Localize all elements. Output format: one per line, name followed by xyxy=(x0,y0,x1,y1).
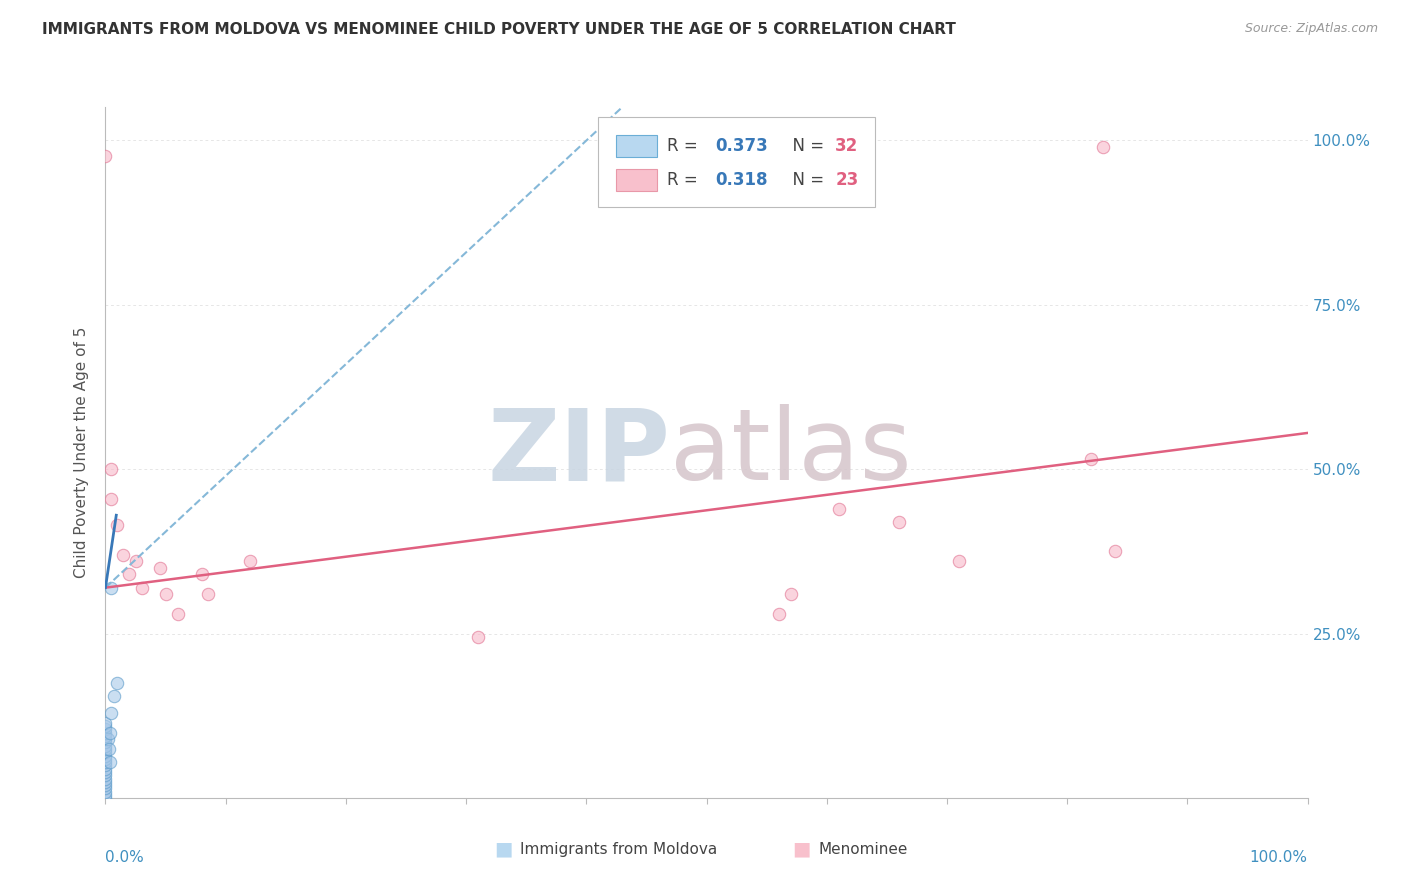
Point xyxy=(155,587,177,601)
Point xyxy=(94,719,117,733)
Point xyxy=(94,149,117,163)
Point xyxy=(97,732,120,747)
FancyBboxPatch shape xyxy=(616,169,657,192)
Text: Source: ZipAtlas.com: Source: ZipAtlas.com xyxy=(1244,22,1378,36)
Point xyxy=(94,729,117,743)
FancyBboxPatch shape xyxy=(599,118,875,207)
Point xyxy=(94,762,117,776)
Point xyxy=(94,725,117,739)
Point xyxy=(94,748,117,763)
Text: 0.373: 0.373 xyxy=(714,136,768,154)
Text: N =: N = xyxy=(782,136,830,154)
Point xyxy=(828,501,851,516)
Text: ■: ■ xyxy=(494,839,513,859)
Text: 100.0%: 100.0% xyxy=(1250,850,1308,865)
Point xyxy=(103,690,125,704)
Point xyxy=(94,764,117,779)
Point xyxy=(100,706,122,720)
Text: IMMIGRANTS FROM MOLDOVA VS MENOMINEE CHILD POVERTY UNDER THE AGE OF 5 CORRELATIO: IMMIGRANTS FROM MOLDOVA VS MENOMINEE CHI… xyxy=(42,22,956,37)
Point xyxy=(100,462,122,476)
Point xyxy=(94,781,117,796)
Point xyxy=(107,518,129,533)
Point xyxy=(94,775,117,789)
Point xyxy=(124,554,146,568)
Point xyxy=(197,587,219,601)
Point xyxy=(768,607,790,621)
Text: Menominee: Menominee xyxy=(818,842,908,856)
Point xyxy=(1080,452,1102,467)
Point xyxy=(148,561,170,575)
Point xyxy=(467,630,489,644)
Text: atlas: atlas xyxy=(671,404,912,501)
Point xyxy=(94,791,117,805)
Point xyxy=(94,723,117,737)
Point xyxy=(94,778,117,792)
Point xyxy=(190,567,212,582)
Text: R =: R = xyxy=(666,171,703,189)
Text: Immigrants from Moldova: Immigrants from Moldova xyxy=(520,842,717,856)
Point xyxy=(94,768,117,782)
Point xyxy=(94,745,117,759)
Point xyxy=(94,758,117,772)
Point xyxy=(94,772,117,786)
Point xyxy=(131,581,153,595)
Point xyxy=(98,742,121,756)
Y-axis label: Child Poverty Under the Age of 5: Child Poverty Under the Age of 5 xyxy=(75,327,90,578)
Point xyxy=(239,554,262,568)
Point xyxy=(166,607,188,621)
Point xyxy=(100,581,122,595)
FancyBboxPatch shape xyxy=(616,135,657,157)
Point xyxy=(1092,139,1115,153)
Text: R =: R = xyxy=(666,136,703,154)
Point xyxy=(112,548,135,562)
Point xyxy=(94,788,117,802)
Point xyxy=(94,739,117,753)
Point xyxy=(100,491,122,506)
Point xyxy=(948,554,970,568)
Point xyxy=(1104,544,1126,558)
Text: ■: ■ xyxy=(792,839,811,859)
Point xyxy=(94,715,117,730)
Point xyxy=(94,732,117,747)
Point xyxy=(107,676,129,690)
Text: N =: N = xyxy=(782,171,830,189)
Point xyxy=(887,515,910,529)
Text: 0.318: 0.318 xyxy=(714,171,768,189)
Point xyxy=(94,755,117,769)
Point xyxy=(94,735,117,749)
Text: 32: 32 xyxy=(835,136,859,154)
Text: 0.0%: 0.0% xyxy=(105,850,145,865)
Point xyxy=(94,785,117,799)
Point xyxy=(98,725,121,739)
Point xyxy=(94,742,117,756)
Point xyxy=(94,752,117,766)
Point xyxy=(779,587,801,601)
Point xyxy=(98,755,121,769)
Text: 23: 23 xyxy=(835,171,859,189)
Point xyxy=(118,567,141,582)
Text: ZIP: ZIP xyxy=(488,404,671,501)
